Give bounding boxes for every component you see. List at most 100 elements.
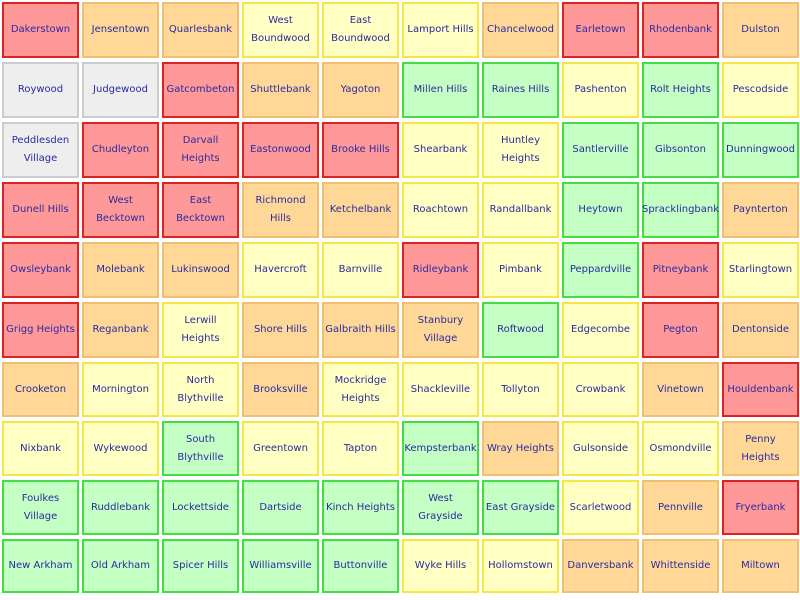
- suburb-tile-wykewood[interactable]: Wykewood: [82, 421, 159, 476]
- suburb-tile-east-becktown[interactable]: East Becktown: [162, 182, 239, 238]
- suburb-tile-owsleybank[interactable]: Owsleybank: [2, 242, 79, 298]
- suburb-tile-wyke-hills[interactable]: Wyke Hills: [402, 539, 479, 593]
- suburb-tile-east-grayside[interactable]: East Grayside: [482, 480, 559, 535]
- suburb-tile-millen-hills[interactable]: Millen Hills: [402, 62, 479, 118]
- suburb-tile-chudleyton[interactable]: Chudleyton: [82, 122, 159, 178]
- suburb-tile-richmond-hills[interactable]: Richmond Hills: [242, 182, 319, 238]
- suburb-tile-lerwill-heights[interactable]: Lerwill Heights: [162, 302, 239, 358]
- suburb-tile-edgecombe[interactable]: Edgecombe: [562, 302, 639, 358]
- suburb-tile-miltown[interactable]: Miltown: [722, 539, 799, 593]
- suburb-tile-scarletwood[interactable]: Scarletwood: [562, 480, 639, 535]
- suburb-tile-barnville[interactable]: Barnville: [322, 242, 399, 298]
- suburb-tile-osmondville[interactable]: Osmondville: [642, 421, 719, 476]
- suburb-tile-molebank[interactable]: Molebank: [82, 242, 159, 298]
- suburb-tile-danversbank[interactable]: Danversbank: [562, 539, 639, 593]
- suburb-tile-crowbank[interactable]: Crowbank: [562, 362, 639, 417]
- suburb-tile-darvall-heights[interactable]: Darvall Heights: [162, 122, 239, 178]
- suburb-tile-shuttlebank[interactable]: Shuttlebank: [242, 62, 319, 118]
- suburb-tile-grigg-heights[interactable]: Grigg Heights: [2, 302, 79, 358]
- suburb-tile-gibsonton[interactable]: Gibsonton: [642, 122, 719, 178]
- suburb-tile-tapton[interactable]: Tapton: [322, 421, 399, 476]
- suburb-tile-pitneybank[interactable]: Pitneybank: [642, 242, 719, 298]
- suburb-tile-jensentown[interactable]: Jensentown: [82, 2, 159, 58]
- suburb-tile-shearbank[interactable]: Shearbank: [402, 122, 479, 178]
- suburb-tile-houldenbank[interactable]: Houldenbank: [722, 362, 799, 417]
- suburb-tile-brooke-hills[interactable]: Brooke Hills: [322, 122, 399, 178]
- suburb-tile-old-arkham[interactable]: Old Arkham: [82, 539, 159, 593]
- suburb-tile-starlingtown[interactable]: Starlingtown: [722, 242, 799, 298]
- suburb-tile-galbraith-hills[interactable]: Galbraith Hills: [322, 302, 399, 358]
- suburb-tile-williamsville[interactable]: Williamsville: [242, 539, 319, 593]
- suburb-tile-peppardville[interactable]: Peppardville: [562, 242, 639, 298]
- suburb-tile-north-blythville[interactable]: North Blythville: [162, 362, 239, 417]
- suburb-tile-west-grayside[interactable]: West Grayside: [402, 480, 479, 535]
- suburb-tile-raines-hills[interactable]: Raines Hills: [482, 62, 559, 118]
- suburb-tile-shore-hills[interactable]: Shore Hills: [242, 302, 319, 358]
- suburb-tile-lamport-hills[interactable]: Lamport Hills: [402, 2, 479, 58]
- suburb-tile-huntley-heights[interactable]: Huntley Heights: [482, 122, 559, 178]
- suburb-tile-lockettside[interactable]: Lockettside: [162, 480, 239, 535]
- suburb-tile-wray-heights[interactable]: Wray Heights: [482, 421, 559, 476]
- suburb-tile-roftwood[interactable]: Roftwood: [482, 302, 559, 358]
- suburb-tile-dunningwood[interactable]: Dunningwood: [722, 122, 799, 178]
- suburb-tile-ridleybank[interactable]: Ridleybank: [402, 242, 479, 298]
- suburb-tile-shackleville[interactable]: Shackleville: [402, 362, 479, 417]
- suburb-tile-dentonside[interactable]: Dentonside: [722, 302, 799, 358]
- suburb-tile-kempsterbank[interactable]: Kempsterbank: [402, 421, 479, 476]
- suburb-tile-new-arkham[interactable]: New Arkham: [2, 539, 79, 593]
- suburb-tile-vinetown[interactable]: Vinetown: [642, 362, 719, 417]
- suburb-tile-mornington[interactable]: Mornington: [82, 362, 159, 417]
- suburb-tile-yagoton[interactable]: Yagoton: [322, 62, 399, 118]
- suburb-tile-south-blythville[interactable]: South Blythville: [162, 421, 239, 476]
- suburb-tile-pashenton[interactable]: Pashenton: [562, 62, 639, 118]
- suburb-tile-gatcombeton[interactable]: Gatcombeton: [162, 62, 239, 118]
- suburb-tile-pescodside[interactable]: Pescodside: [722, 62, 799, 118]
- suburb-tile-spicer-hills[interactable]: Spicer Hills: [162, 539, 239, 593]
- suburb-tile-quarlesbank[interactable]: Quarlesbank: [162, 2, 239, 58]
- suburb-tile-dartside[interactable]: Dartside: [242, 480, 319, 535]
- suburb-tile-nixbank[interactable]: Nixbank: [2, 421, 79, 476]
- suburb-tile-stanbury-village[interactable]: Stanbury Village: [402, 302, 479, 358]
- suburb-tile-gulsonside[interactable]: Gulsonside: [562, 421, 639, 476]
- suburb-tile-ketchelbank[interactable]: Ketchelbank: [322, 182, 399, 238]
- suburb-tile-paynterton[interactable]: Paynterton: [722, 182, 799, 238]
- suburb-tile-santlerville[interactable]: Santlerville: [562, 122, 639, 178]
- suburb-tile-west-boundwood[interactable]: West Boundwood: [242, 2, 319, 58]
- suburb-tile-reganbank[interactable]: Reganbank: [82, 302, 159, 358]
- suburb-tile-foulkes-village[interactable]: Foulkes Village: [2, 480, 79, 535]
- suburb-tile-havercroft[interactable]: Havercroft: [242, 242, 319, 298]
- suburb-tile-judgewood[interactable]: Judgewood: [82, 62, 159, 118]
- suburb-tile-eastonwood[interactable]: Eastonwood: [242, 122, 319, 178]
- suburb-tile-greentown[interactable]: Greentown: [242, 421, 319, 476]
- suburb-tile-fryerbank[interactable]: Fryerbank: [722, 480, 799, 535]
- suburb-tile-whittenside[interactable]: Whittenside: [642, 539, 719, 593]
- suburb-tile-brooksville[interactable]: Brooksville: [242, 362, 319, 417]
- suburb-tile-peddlesden-village[interactable]: Peddlesden Village: [2, 122, 79, 178]
- suburb-tile-dakerstown[interactable]: Dakerstown: [2, 2, 79, 58]
- suburb-tile-east-boundwood[interactable]: East Boundwood: [322, 2, 399, 58]
- suburb-tile-kinch-heights[interactable]: Kinch Heights: [322, 480, 399, 535]
- suburb-tile-roywood[interactable]: Roywood: [2, 62, 79, 118]
- suburb-tile-west-becktown[interactable]: West Becktown: [82, 182, 159, 238]
- suburb-tile-buttonville[interactable]: Buttonville: [322, 539, 399, 593]
- suburb-tile-dulston[interactable]: Dulston: [722, 2, 799, 58]
- suburb-tile-pegton[interactable]: Pegton: [642, 302, 719, 358]
- suburb-tile-spracklingbank[interactable]: Spracklingbank: [642, 182, 719, 238]
- suburb-tile-rhodenbank[interactable]: Rhodenbank: [642, 2, 719, 58]
- suburb-tile-chancelwood[interactable]: Chancelwood: [482, 2, 559, 58]
- suburb-tile-pennville[interactable]: Pennville: [642, 480, 719, 535]
- suburb-tile-randallbank[interactable]: Randallbank: [482, 182, 559, 238]
- suburb-tile-roachtown[interactable]: Roachtown: [402, 182, 479, 238]
- suburb-tile-lukinswood[interactable]: Lukinswood: [162, 242, 239, 298]
- suburb-tile-earletown[interactable]: Earletown: [562, 2, 639, 58]
- suburb-tile-hollomstown[interactable]: Hollomstown: [482, 539, 559, 593]
- suburb-tile-dunell-hills[interactable]: Dunell Hills: [2, 182, 79, 238]
- suburb-tile-pimbank[interactable]: Pimbank: [482, 242, 559, 298]
- suburb-tile-penny-heights[interactable]: Penny Heights: [722, 421, 799, 476]
- suburb-tile-crooketon[interactable]: Crooketon: [2, 362, 79, 417]
- suburb-tile-mockridge-heights[interactable]: Mockridge Heights: [322, 362, 399, 417]
- suburb-tile-ruddlebank[interactable]: Ruddlebank: [82, 480, 159, 535]
- suburb-tile-heytown[interactable]: Heytown: [562, 182, 639, 238]
- suburb-tile-rolt-heights[interactable]: Rolt Heights: [642, 62, 719, 118]
- suburb-tile-tollyton[interactable]: Tollyton: [482, 362, 559, 417]
